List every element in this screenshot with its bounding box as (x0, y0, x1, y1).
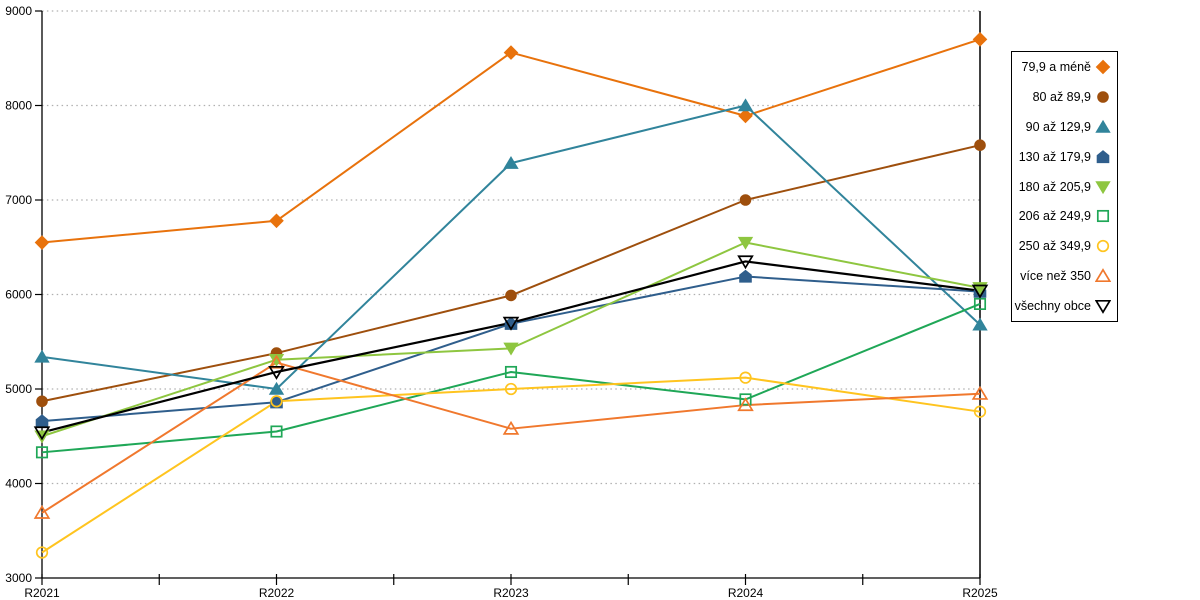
data-point-circle-icon (36, 395, 48, 408)
legend-marker-triangle-down-icon (1095, 180, 1111, 194)
legend-label: 90 až 129,9 (1025, 119, 1091, 134)
legend-square-glyph-icon (1096, 210, 1110, 223)
data-point-triangle-up-icon (737, 397, 754, 412)
data-point-circle-icon (505, 289, 517, 302)
data-point-triangle-down-icon (502, 316, 520, 331)
series-line-5 (41, 303, 981, 454)
legend-item: 180 až 205,9 (1012, 172, 1117, 202)
series-line-7 (41, 361, 981, 514)
y-tick-label: 9000 (5, 4, 32, 18)
legend-item: více než 350 (1012, 261, 1117, 291)
legend-label: 180 až 205,9 (1018, 179, 1091, 194)
y-tick-label: 7000 (5, 193, 32, 207)
legend-triangle-up-glyph-icon (1095, 268, 1111, 283)
data-point-triangle-up-icon (971, 385, 989, 400)
legend-triangle-down-glyph-icon (1095, 180, 1111, 194)
legend-item: 80 až 89,9 (1012, 82, 1117, 112)
data-point-circle-icon (974, 139, 986, 151)
data-point-circle-icon (270, 395, 283, 408)
legend-triangle-up-glyph-icon (1095, 119, 1111, 133)
data-point-circle-icon (35, 546, 49, 559)
data-point-triangle-up-icon (268, 354, 285, 369)
data-point-square-icon (973, 297, 987, 310)
legend-pentagon-glyph-icon (1096, 149, 1110, 163)
data-point-triangle-up-icon (502, 420, 520, 435)
data-point-diamond-icon (738, 108, 753, 124)
data-point-triangle-down-icon (737, 255, 754, 270)
data-point-triangle-down-icon (34, 430, 50, 444)
legend-label: 130 až 179,9 (1018, 149, 1091, 164)
data-point-triangle-down-icon (268, 365, 285, 380)
data-point-triangle-up-icon (972, 317, 988, 331)
legend-item: 79,9 a méně (1012, 52, 1117, 82)
x-tick-label: R2022 (259, 586, 295, 600)
legend-item: 250 až 349,9 (1012, 231, 1117, 261)
legend-marker-triangle-up-icon (1095, 119, 1111, 133)
series-line-4 (41, 241, 981, 438)
y-tick-label: 6000 (5, 288, 32, 302)
data-point-triangle-down-icon (268, 354, 285, 367)
legend-label: 206 až 249,9 (1018, 209, 1091, 224)
data-point-circle-icon (739, 194, 752, 206)
data-point-diamond-icon (269, 213, 284, 229)
data-point-circle-icon (973, 405, 987, 418)
legend-marker-triangle-down-icon (1095, 300, 1111, 314)
data-point-circle-icon (504, 382, 518, 396)
series-line-0 (41, 38, 981, 244)
axes: 3000 4000 5000 6000 7000 8000 9000 R2021 R2022 R2… (5, 4, 998, 600)
data-point-triangle-up-icon (503, 155, 519, 169)
y-tick-label: 8000 (5, 99, 32, 113)
data-point-diamond-icon (503, 45, 519, 60)
series-line-6 (41, 376, 981, 554)
legend-item: 90 až 129,9 (1012, 112, 1117, 142)
legend-label: 80 až 89,9 (1032, 89, 1091, 104)
legend-label: 79,9 a méně (1021, 59, 1092, 74)
data-point-square-icon (35, 446, 49, 459)
data-point-triangle-down-icon (503, 342, 519, 356)
legend-label: 250 až 349,9 (1018, 239, 1091, 254)
legend-label: všechny obce (1014, 299, 1091, 314)
legend-marker-square-icon (1096, 210, 1110, 223)
data-point-triangle-up-icon (737, 98, 754, 112)
legend-marker-diamond-icon (1095, 59, 1111, 75)
legend-circle-glyph-icon (1096, 240, 1110, 253)
legend-marker-triangle-up-icon (1095, 268, 1111, 283)
data-point-square-icon (270, 425, 283, 438)
data-point-triangle-up-icon (268, 381, 285, 395)
x-tick-label: R2021 (24, 586, 60, 600)
legend-label: více než 350 (1020, 269, 1091, 284)
data-point-triangle-down-icon (971, 284, 989, 299)
y-tick-label: 3000 (5, 571, 32, 585)
legend: 79,9 a méně 80 až 89,9 90 až 129,9 130 až 1… (1011, 51, 1118, 322)
legend-diamond-glyph-icon (1095, 59, 1111, 75)
x-tick-label: R2025 (962, 586, 998, 600)
data-point-square-icon (504, 365, 518, 379)
data-point-triangle-down-icon (737, 236, 754, 250)
data-point-triangle-down-icon (33, 426, 51, 441)
data-point-circle-icon (739, 371, 752, 384)
data-point-triangle-up-icon (33, 504, 51, 519)
y-tick-label: 5000 (5, 382, 32, 396)
legend-marker-pentagon-icon (1096, 149, 1110, 163)
legend-item: 130 až 179,9 (1012, 142, 1117, 172)
x-tick-label: R2024 (728, 586, 764, 600)
legend-marker-circle-icon (1097, 91, 1109, 103)
legend-circle-glyph-icon (1097, 91, 1109, 103)
legend-item: 206 až 249,9 (1012, 201, 1117, 231)
data-point-diamond-icon (34, 235, 50, 250)
data-point-square-icon (739, 393, 752, 406)
legend-item: všechny obce (1012, 291, 1117, 321)
gridlines (42, 10, 980, 485)
data-point-diamond-icon (972, 32, 988, 47)
x-tick-label: R2023 (493, 586, 529, 600)
data-point-pentagon-icon (739, 269, 752, 283)
legend-marker-circle-icon (1096, 240, 1110, 253)
series-markers (33, 32, 989, 559)
data-point-triangle-up-icon (34, 349, 50, 363)
data-point-pentagon-icon (35, 414, 49, 428)
legend-triangle-down-glyph-icon (1095, 300, 1111, 314)
y-tick-label: 4000 (5, 477, 32, 491)
